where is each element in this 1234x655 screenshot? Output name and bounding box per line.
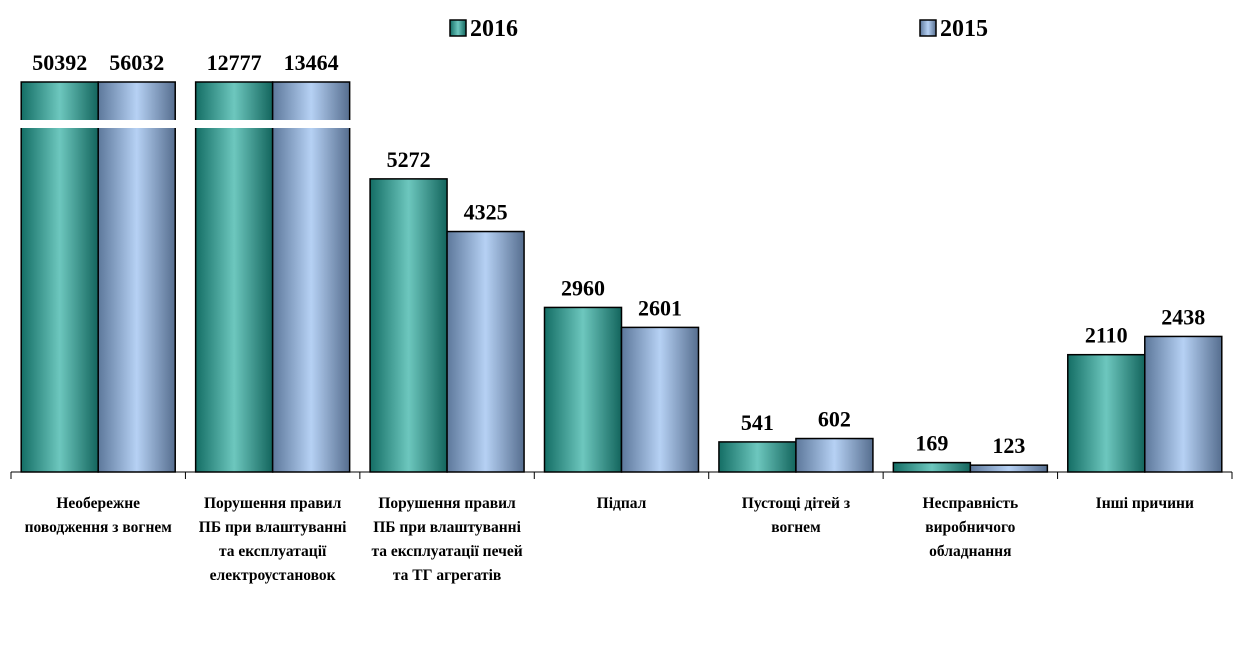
bar [543, 306, 623, 473]
data-label: 50392 [32, 50, 87, 75]
data-label: 12777 [207, 50, 262, 75]
axis-break [193, 120, 275, 128]
data-label: 2960 [561, 275, 605, 300]
legend-label: 2015 [940, 16, 988, 42]
axis-break [270, 120, 352, 128]
axis-break [19, 120, 101, 128]
legend-swatch [919, 19, 937, 37]
x-tick-label: Пустощі дітей з вогнем [741, 495, 851, 536]
axis-break [96, 120, 178, 128]
bar [369, 178, 448, 473]
data-label: 2601 [638, 295, 682, 320]
data-label: 602 [818, 407, 851, 432]
bar [97, 81, 176, 473]
bar [969, 464, 1049, 473]
data-label: 13464 [284, 50, 339, 75]
x-tick-label: Підпал [596, 495, 647, 512]
x-tick-label: Порушення правил ПБ при влаштуванні та е… [198, 495, 347, 584]
bar [718, 441, 797, 473]
bar [1144, 335, 1223, 473]
data-label: 541 [741, 410, 774, 435]
data-label: 4325 [464, 200, 508, 225]
bar [20, 81, 99, 473]
bar [194, 81, 274, 473]
legend-label: 2016 [470, 16, 518, 42]
bar [795, 437, 874, 473]
bar [446, 230, 525, 473]
bar [1067, 353, 1146, 473]
legend-swatch [449, 19, 467, 37]
data-label: 2110 [1085, 323, 1128, 348]
bar [271, 81, 351, 473]
bar [892, 461, 972, 473]
data-label: 2438 [1161, 304, 1205, 329]
x-tick-label: Порушення правил ПБ при влаштуванні та е… [371, 495, 523, 584]
x-tick-label: Інші причини [1095, 495, 1194, 512]
bar [620, 326, 700, 473]
data-label: 5272 [387, 147, 431, 172]
x-tick-label: Необережне поводження з вогнем [24, 495, 172, 536]
x-tick-label: Несправність виробничого обладнання [922, 495, 1019, 560]
data-label: 56032 [109, 50, 164, 75]
data-label: 123 [992, 433, 1025, 458]
data-label: 169 [915, 431, 948, 456]
